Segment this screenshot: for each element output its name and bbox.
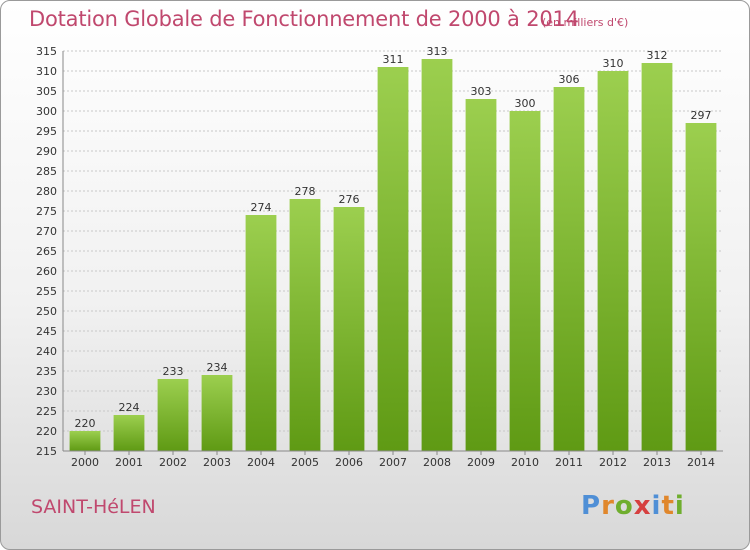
y-tick-label: 290 — [36, 145, 57, 158]
y-tick-label: 235 — [36, 365, 57, 378]
bar[interactable] — [509, 111, 541, 451]
value-label: 300 — [515, 97, 536, 110]
value-label: 278 — [295, 185, 316, 198]
x-tick-label: 2001 — [115, 456, 143, 469]
logo-letter: i — [651, 491, 662, 521]
bar[interactable] — [333, 207, 365, 451]
y-tick-label: 230 — [36, 385, 57, 398]
x-tick-label: 2006 — [335, 456, 363, 469]
bar[interactable] — [113, 415, 145, 451]
value-label: 224 — [119, 401, 140, 414]
x-tick-label: 2012 — [599, 456, 627, 469]
value-label: 233 — [163, 365, 184, 378]
bar[interactable] — [597, 71, 629, 451]
x-tick-label: 2013 — [643, 456, 671, 469]
bar[interactable] — [685, 123, 717, 451]
logo-letter: P — [581, 491, 602, 521]
x-tick-label: 2002 — [159, 456, 187, 469]
x-tick-label: 2004 — [247, 456, 275, 469]
y-tick-label: 225 — [36, 405, 57, 418]
y-tick-label: 300 — [36, 105, 57, 118]
y-tick-label: 245 — [36, 325, 57, 338]
y-tick-label: 255 — [36, 285, 57, 298]
bar[interactable] — [245, 215, 277, 451]
value-label: 306 — [559, 73, 580, 86]
y-tick-label: 285 — [36, 165, 57, 178]
y-tick-label: 265 — [36, 245, 57, 258]
commune-name: SAINT-HéLEN — [31, 496, 156, 518]
bar[interactable] — [421, 59, 453, 451]
logo-letter: x — [633, 491, 652, 521]
y-tick-label: 250 — [36, 305, 57, 318]
y-tick-label: 315 — [36, 45, 57, 58]
x-tick-label: 2005 — [291, 456, 319, 469]
y-tick-label: 215 — [36, 445, 57, 458]
value-label: 297 — [691, 109, 712, 122]
value-label: 312 — [647, 49, 668, 62]
bar[interactable] — [553, 87, 585, 451]
value-label: 220 — [75, 417, 96, 430]
value-label: 276 — [339, 193, 360, 206]
y-tick-label: 295 — [36, 125, 57, 138]
y-tick-label: 280 — [36, 185, 57, 198]
bar[interactable] — [465, 99, 497, 451]
y-tick-label: 310 — [36, 65, 57, 78]
y-tick-label: 275 — [36, 205, 57, 218]
x-tick-label: 2014 — [687, 456, 715, 469]
y-tick-label: 240 — [36, 345, 57, 358]
chart-unit: (en milliers d'€) — [542, 16, 629, 29]
x-tick-label: 2008 — [423, 456, 451, 469]
logo-letter: t — [661, 491, 675, 521]
value-label: 313 — [427, 45, 448, 58]
value-label: 274 — [251, 201, 272, 214]
x-tick-label: 2000 — [71, 456, 99, 469]
x-tick-label: 2003 — [203, 456, 231, 469]
bar[interactable] — [641, 63, 673, 451]
chart-title: Dotation Globale de Fonctionnement de 20… — [29, 7, 579, 31]
bar[interactable] — [289, 199, 321, 451]
bar[interactable] — [201, 375, 233, 451]
logo-letter: i — [674, 491, 685, 521]
x-tick-label: 2009 — [467, 456, 495, 469]
logo-letter: o — [614, 491, 634, 521]
bar[interactable] — [69, 431, 101, 451]
bar[interactable] — [157, 379, 189, 451]
x-tick-label: 2010 — [511, 456, 539, 469]
value-label: 311 — [383, 53, 404, 66]
bar[interactable] — [377, 67, 409, 451]
y-tick-label: 270 — [36, 225, 57, 238]
logo-letter: r — [601, 491, 615, 521]
value-label: 303 — [471, 85, 492, 98]
y-tick-label: 260 — [36, 265, 57, 278]
proxiti-logo[interactable]: Proxiti — [581, 491, 685, 521]
value-label: 310 — [603, 57, 624, 70]
value-label: 234 — [207, 361, 228, 374]
y-tick-label: 305 — [36, 85, 57, 98]
x-tick-label: 2007 — [379, 456, 407, 469]
y-tick-label: 220 — [36, 425, 57, 438]
x-tick-label: 2011 — [555, 456, 583, 469]
